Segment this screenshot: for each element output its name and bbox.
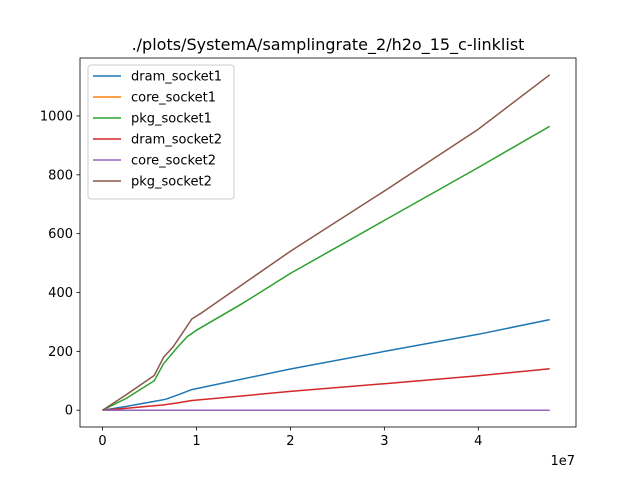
y-tick-label: 400: [48, 286, 73, 301]
y-tick-label: 1000: [40, 109, 73, 124]
y-tick-label: 600: [48, 227, 73, 242]
series-line-pkg_socket1: [102, 125, 551, 411]
y-tick-label: 0: [65, 404, 73, 419]
legend-label-core_socket2: core_socket2: [131, 154, 216, 169]
y-tick-label: 200: [48, 345, 73, 360]
legend-label-pkg_socket1: pkg_socket1: [131, 112, 212, 127]
legend-label-dram_socket1: dram_socket1: [131, 70, 222, 85]
legend-label-dram_socket2: dram_socket2: [131, 133, 222, 148]
legend: dram_socket1 core_socket1 pkg_socket1 dram_…: [87, 64, 235, 200]
legend-box: [87, 64, 235, 200]
x-tick-label: 0: [98, 434, 106, 449]
x-tick-label: 4: [474, 434, 482, 449]
chart-title: ./plots/SystemA/samplingrate_2/h2o_15_c-…: [132, 35, 525, 55]
y-tick-label: 800: [48, 168, 73, 183]
series-line-pkg_socket2: [102, 74, 551, 411]
series-line-dram_socket1: [102, 318, 550, 411]
legend-label-pkg_socket2: pkg_socket2: [131, 175, 212, 190]
series-line-dram_socket2: [102, 367, 550, 411]
x-tick-label: 2: [286, 434, 294, 449]
legend-label-core_socket1: core_socket1: [131, 91, 216, 106]
plot-area: [102, 74, 551, 411]
x-tick-label: 3: [380, 434, 388, 449]
x-offset-label: 1e7: [550, 454, 575, 469]
x-tick-label: 1: [192, 434, 200, 449]
axes: 0 1 2 3 4 0 200 400 600 800 1000: [40, 57, 577, 449]
axes-frame: [79, 57, 577, 428]
